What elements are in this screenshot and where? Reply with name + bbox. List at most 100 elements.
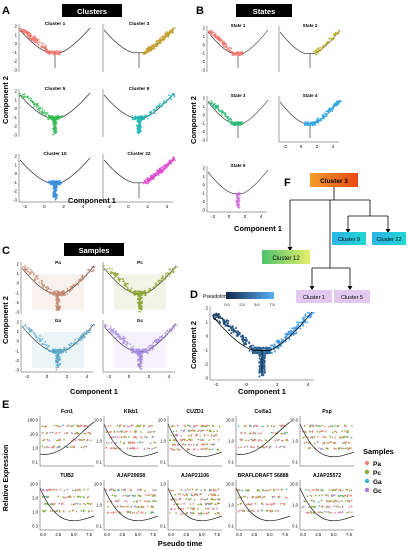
- data-point: [26, 31, 28, 34]
- data-point: [115, 333, 118, 336]
- data-point: [307, 442, 310, 444]
- data-point: [156, 40, 159, 42]
- y-tick-label: 0.1: [160, 524, 166, 529]
- data-point: [55, 189, 58, 192]
- data-point: [143, 51, 145, 54]
- y-tick-label: -1: [13, 115, 17, 120]
- data-point: [87, 488, 89, 491]
- data-point: [222, 41, 225, 43]
- data-point: [250, 503, 253, 505]
- data-point: [24, 29, 26, 32]
- legend-label: Pa: [373, 461, 381, 468]
- data-point: [123, 436, 125, 438]
- data-point: [58, 431, 61, 434]
- data-point: [63, 289, 65, 292]
- data-point: [48, 291, 51, 293]
- legend-tick-label: 0.0: [224, 303, 229, 307]
- data-point: [68, 348, 70, 351]
- data-point: [216, 313, 219, 316]
- data-point: [125, 505, 128, 508]
- data-point: [37, 278, 39, 280]
- x-tick-label: 2: [62, 204, 65, 209]
- data-point: [33, 272, 35, 275]
- data-point: [351, 425, 353, 427]
- data-point: [138, 495, 141, 497]
- data-point: [80, 339, 83, 341]
- data-point: [154, 43, 157, 46]
- data-point: [213, 438, 215, 441]
- data-point: [165, 101, 167, 104]
- data-point: [238, 193, 241, 196]
- data-point: [55, 116, 58, 119]
- y-tick-label: 0.1: [160, 460, 166, 465]
- data-point: [119, 278, 121, 281]
- data-point: [148, 344, 151, 347]
- data-point: [53, 488, 55, 491]
- data-point: [254, 432, 257, 435]
- data-point: [209, 429, 211, 432]
- data-point: [177, 425, 179, 427]
- data-point: [69, 289, 72, 292]
- y-tick-label: 1: [203, 104, 206, 109]
- data-point: [348, 499, 350, 502]
- data-point: [22, 96, 24, 98]
- data-point: [54, 50, 56, 53]
- data-point: [161, 39, 164, 42]
- data-point: [137, 294, 140, 296]
- data-point: [213, 314, 216, 317]
- data-point: [236, 203, 239, 206]
- arrowhead: [385, 229, 391, 233]
- data-point: [60, 50, 63, 53]
- data-point: [150, 442, 152, 445]
- data-point: [55, 122, 58, 124]
- data-point: [125, 343, 128, 346]
- data-point: [344, 442, 347, 445]
- data-point: [53, 503, 55, 505]
- gene-label: AJAP21106: [181, 473, 209, 479]
- data-point: [191, 429, 194, 432]
- data-point: [117, 430, 119, 433]
- data-point: [59, 363, 62, 366]
- data-point: [224, 115, 227, 117]
- data-point: [321, 424, 324, 427]
- data-point: [217, 315, 220, 317]
- legend-tick-label: 2.5: [239, 303, 244, 307]
- data-point: [58, 299, 61, 302]
- data-point: [218, 512, 220, 515]
- trend-curve: [39, 487, 95, 522]
- data-point: [88, 502, 90, 505]
- data-point: [217, 502, 219, 505]
- data-point: [44, 510, 46, 512]
- data-point: [38, 281, 41, 284]
- data-point: [328, 489, 331, 491]
- data-point: [57, 445, 60, 448]
- data-point: [307, 512, 309, 514]
- data-point: [214, 33, 217, 35]
- data-point: [116, 272, 118, 275]
- data-point: [130, 290, 133, 292]
- data-point: [134, 351, 137, 354]
- data-point: [348, 511, 350, 513]
- data-point: [246, 489, 249, 492]
- data-point: [200, 512, 203, 514]
- data-point: [195, 493, 197, 496]
- data-point: [54, 424, 56, 427]
- data-point: [112, 489, 114, 491]
- data-point: [131, 512, 134, 514]
- y-tick-label: 2: [17, 262, 20, 267]
- data-point: [251, 446, 254, 449]
- x-tick-label: 2.5: [183, 532, 189, 537]
- data-point: [44, 341, 46, 343]
- data-point: [293, 327, 296, 330]
- y-tick-label: 0: [203, 42, 206, 47]
- data-point: [138, 131, 141, 134]
- data-point: [90, 324, 92, 326]
- data-point: [55, 368, 58, 371]
- y-tick-label: 0: [206, 334, 209, 339]
- data-point: [43, 446, 46, 449]
- data-point: [218, 425, 221, 428]
- data-point: [33, 103, 35, 106]
- data-point: [109, 328, 112, 330]
- data-point: [201, 424, 203, 427]
- data-point: [326, 442, 329, 444]
